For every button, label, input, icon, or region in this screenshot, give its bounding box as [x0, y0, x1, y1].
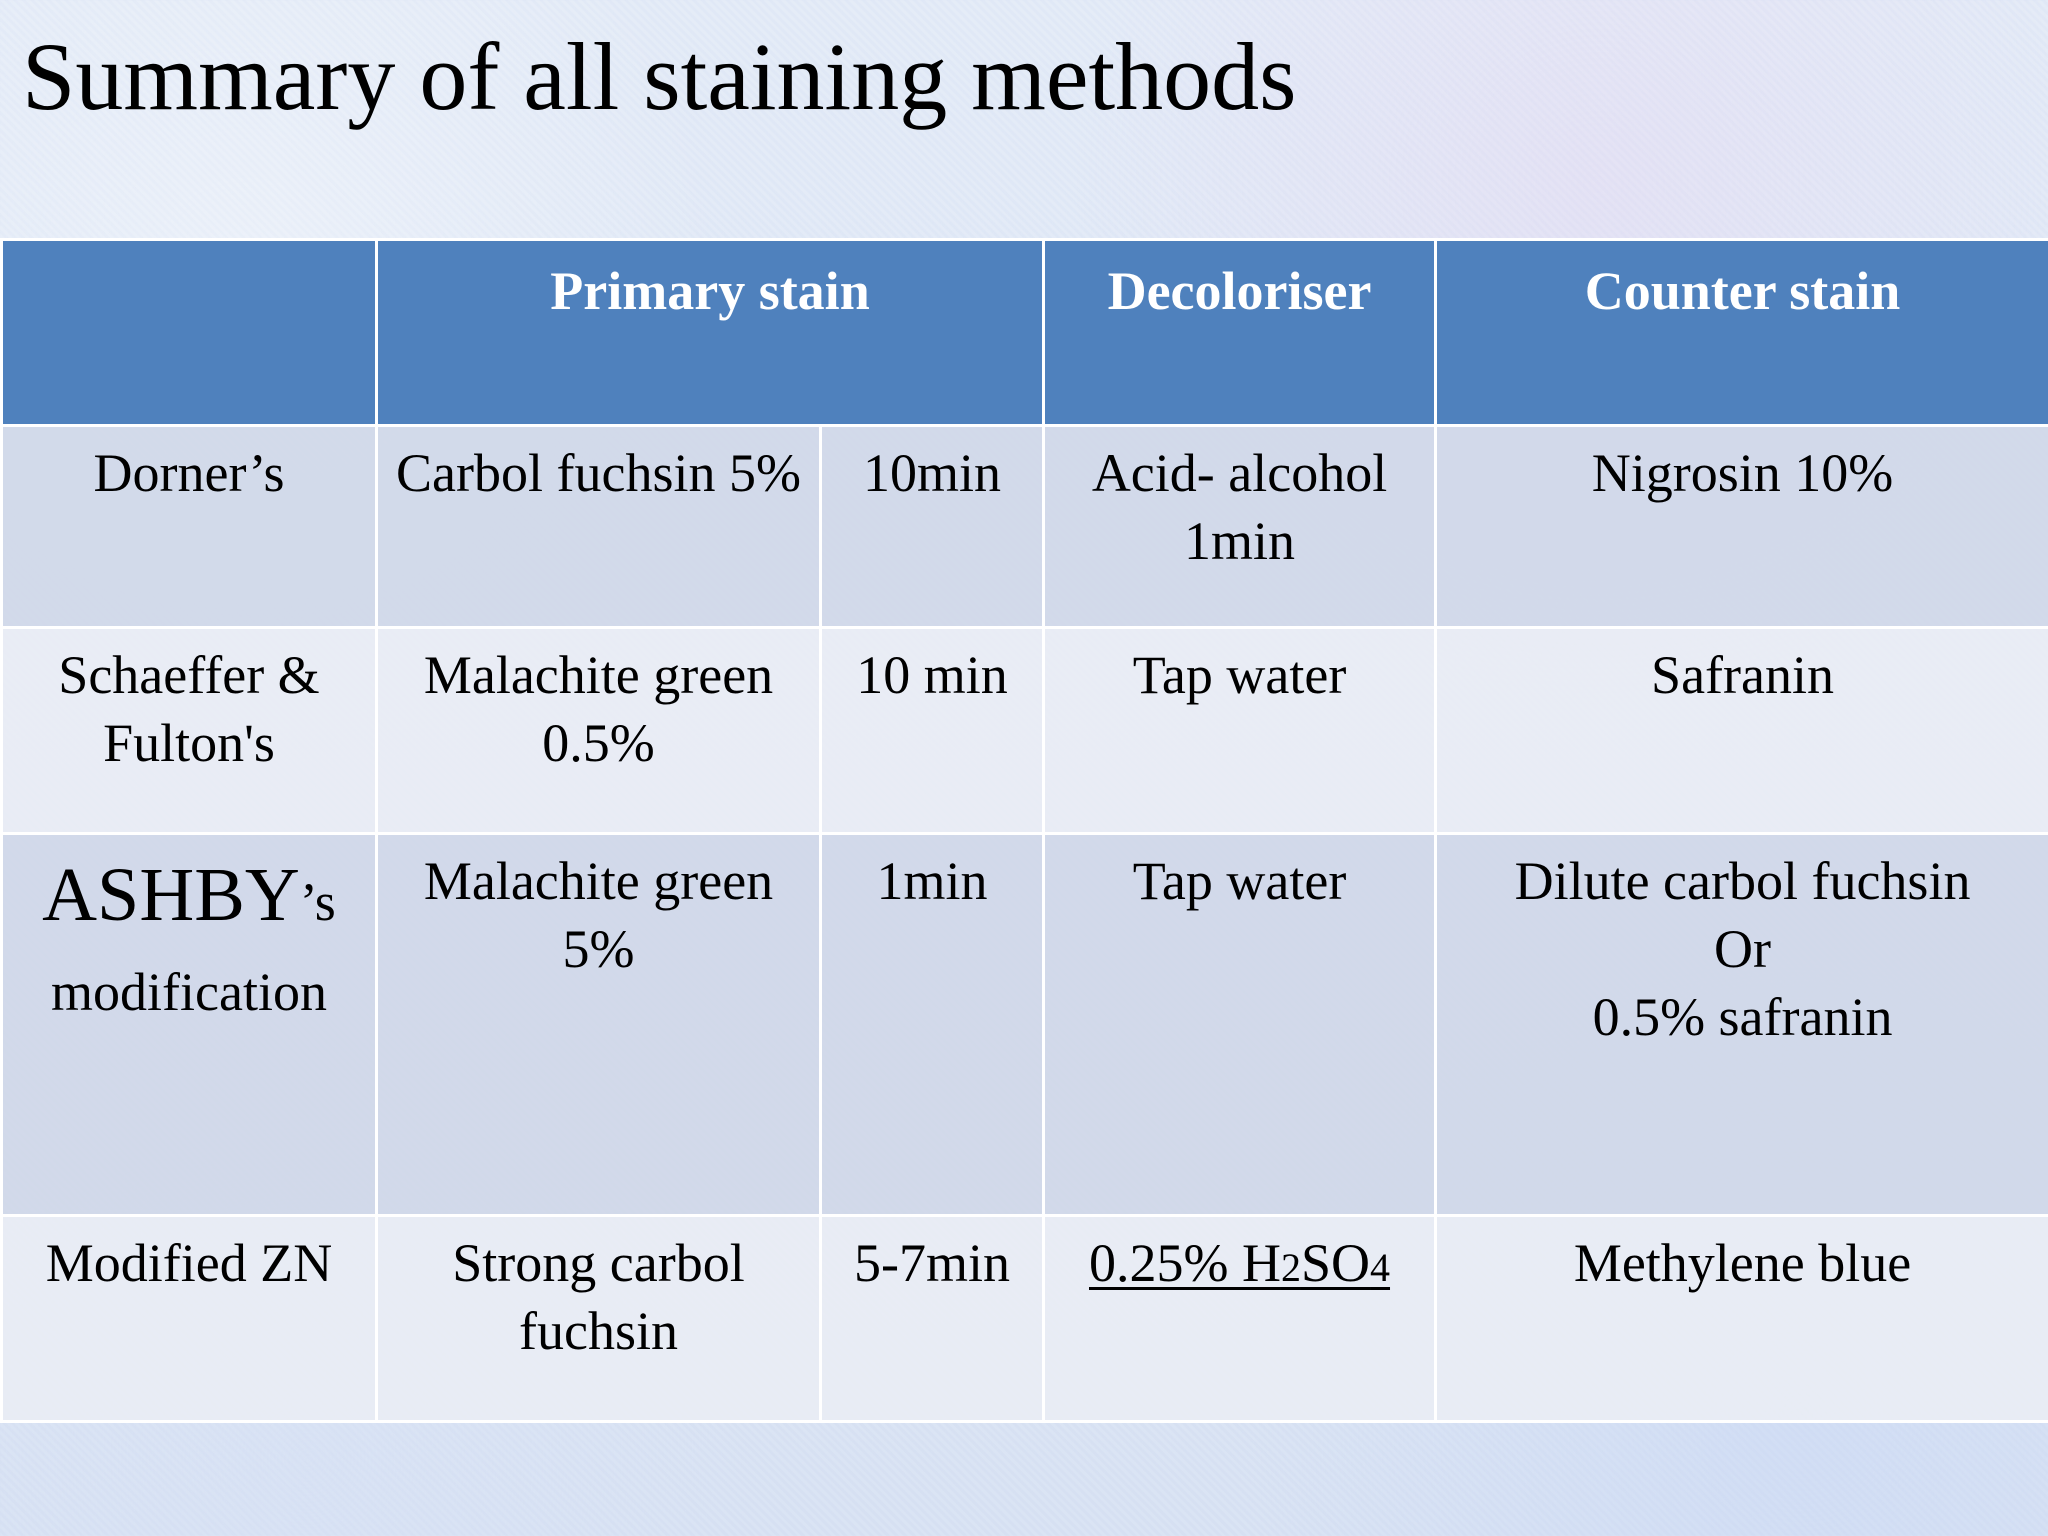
method-sub-label: modification: [51, 962, 327, 1022]
header-method: [0, 238, 378, 427]
cell-method: Schaeffer & Fulton's: [0, 626, 378, 835]
table-header-row: Primary stain Decoloriser Counter stain: [0, 238, 2048, 427]
staining-methods-table: Primary stain Decoloriser Counter stain …: [0, 238, 2048, 1423]
header-counter-stain: Counter stain: [1434, 238, 2048, 427]
cell-method: Modified ZN: [0, 1214, 378, 1423]
cell-primary-stain: Strong carbol fuchsin: [375, 1214, 822, 1423]
cell-decoloriser: Tap water: [1042, 832, 1438, 1217]
cell-primary-stain: Malachite green 0.5%: [375, 626, 822, 835]
cell-method: ASHBY’s modification: [0, 832, 378, 1217]
cell-time: 10 min: [818, 626, 1046, 835]
cell-method: Dorner’s: [0, 424, 378, 629]
formula-part: 4: [1370, 1245, 1391, 1290]
slide-title: Summary of all staining methods: [22, 23, 1297, 130]
counter-stain-line: Or: [1714, 919, 1771, 979]
cell-time: 10min: [818, 424, 1046, 629]
method-main-text: ASHBY: [42, 853, 300, 937]
counter-stain-line: Dilute carbol fuchsin: [1514, 851, 1971, 911]
cell-counter-stain: Methylene blue: [1434, 1214, 2048, 1423]
cell-counter-stain: Nigrosin 10%: [1434, 424, 2048, 629]
table-row: ASHBY’s modification Malachite green 5% …: [0, 832, 2048, 1217]
formula-part: SO: [1300, 1233, 1371, 1293]
method-suffix-text: ’s: [299, 872, 336, 932]
cell-time: 5-7min: [818, 1214, 1046, 1423]
cell-counter-stain: Safranin: [1434, 626, 2048, 835]
formula-part: 0.25% H: [1089, 1233, 1281, 1293]
table-row: Dorner’s Carbol fuchsin 5% 10min Acid- a…: [0, 424, 2048, 629]
header-decoloriser: Decoloriser: [1042, 238, 1438, 427]
method-main-label: ASHBY’s: [9, 849, 369, 948]
cell-primary-stain: Carbol fuchsin 5%: [375, 424, 822, 629]
cell-decoloriser: Tap water: [1042, 626, 1438, 835]
header-primary-stain: Primary stain: [374, 238, 1046, 427]
formula-part: 2: [1280, 1245, 1301, 1290]
cell-decoloriser: Acid- alcohol 1min: [1042, 424, 1438, 629]
counter-stain-line: 0.5% safranin: [1592, 987, 1893, 1047]
table-row: Schaeffer & Fulton's Malachite green 0.5…: [0, 626, 2048, 835]
cell-primary-stain: Malachite green 5%: [375, 832, 822, 1217]
cell-decoloriser: 0.25% H2SO4: [1042, 1214, 1438, 1423]
table-row: Modified ZN Strong carbol fuchsin 5-7min…: [0, 1214, 2048, 1423]
cell-time: 1min: [818, 832, 1046, 1217]
cell-counter-stain: Dilute carbol fuchsin Or 0.5% safranin: [1434, 832, 2048, 1217]
decoloriser-formula: 0.25% H2SO4: [1089, 1233, 1390, 1293]
